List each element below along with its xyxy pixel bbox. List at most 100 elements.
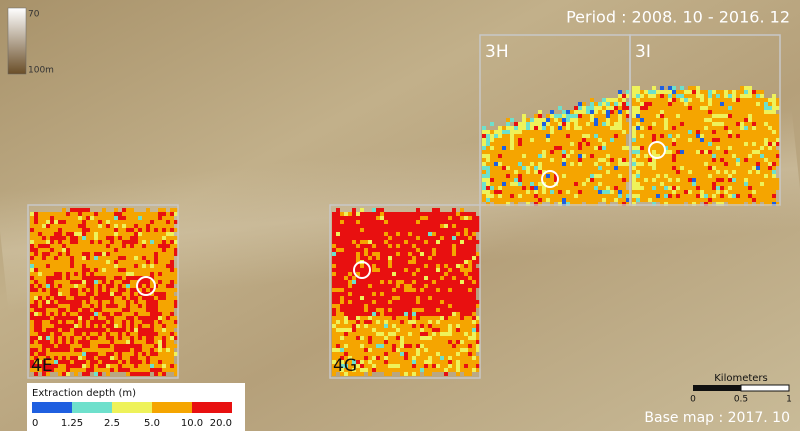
pixel bbox=[162, 288, 166, 292]
pixel bbox=[34, 252, 38, 256]
pixel bbox=[388, 364, 392, 368]
pixel bbox=[716, 174, 720, 178]
pixel bbox=[582, 162, 586, 166]
pixel bbox=[74, 352, 78, 356]
pixel bbox=[78, 236, 82, 240]
pixel bbox=[586, 134, 590, 138]
pixel bbox=[416, 280, 420, 284]
pixel bbox=[432, 228, 436, 232]
pixel bbox=[150, 336, 154, 340]
pixel bbox=[348, 308, 352, 312]
pixel bbox=[424, 360, 428, 364]
pixel bbox=[332, 292, 336, 296]
pixel bbox=[86, 272, 90, 276]
pixel bbox=[708, 182, 712, 186]
pixel bbox=[90, 312, 94, 316]
pixel bbox=[664, 106, 668, 110]
pixel bbox=[708, 138, 712, 142]
pixel bbox=[336, 332, 340, 336]
pixel bbox=[680, 198, 684, 202]
pixel bbox=[468, 268, 472, 272]
pixel bbox=[602, 126, 606, 130]
pixel bbox=[412, 348, 416, 352]
pixel bbox=[692, 134, 696, 138]
pixel bbox=[46, 300, 50, 304]
pixel bbox=[692, 150, 696, 154]
pixel bbox=[114, 260, 118, 264]
pixel bbox=[428, 264, 432, 268]
pixel bbox=[566, 162, 570, 166]
pixel bbox=[468, 232, 472, 236]
pixel bbox=[162, 232, 166, 236]
pixel bbox=[562, 198, 566, 202]
pixel bbox=[452, 340, 456, 344]
pixel bbox=[752, 130, 756, 134]
pixel bbox=[138, 228, 142, 232]
pixel bbox=[748, 102, 752, 106]
pixel bbox=[336, 252, 340, 256]
pixel bbox=[712, 194, 716, 198]
pixel bbox=[578, 186, 582, 190]
pixel bbox=[82, 220, 86, 224]
pixel bbox=[150, 344, 154, 348]
pixel bbox=[372, 268, 376, 272]
pixel bbox=[376, 304, 380, 308]
pixel bbox=[704, 146, 708, 150]
pixel bbox=[574, 178, 578, 182]
pixel bbox=[174, 288, 178, 292]
pixel bbox=[74, 332, 78, 336]
pixel bbox=[158, 228, 162, 232]
pixel bbox=[464, 228, 468, 232]
pixel bbox=[502, 194, 506, 198]
pixel bbox=[720, 102, 724, 106]
pixel bbox=[460, 256, 464, 260]
pixel bbox=[704, 90, 708, 94]
pixel bbox=[344, 216, 348, 220]
pixel bbox=[472, 328, 476, 332]
pixel bbox=[412, 236, 416, 240]
pixel bbox=[720, 122, 724, 126]
pixel bbox=[372, 212, 376, 216]
pixel bbox=[586, 166, 590, 170]
pixel bbox=[632, 134, 636, 138]
pixel bbox=[424, 324, 428, 328]
pixel bbox=[424, 352, 428, 356]
pixel bbox=[368, 240, 372, 244]
pixel bbox=[464, 332, 468, 336]
pixel bbox=[732, 146, 736, 150]
pixel bbox=[70, 220, 74, 224]
pixel bbox=[728, 154, 732, 158]
pixel bbox=[98, 216, 102, 220]
pixel bbox=[98, 212, 102, 216]
pixel bbox=[30, 300, 34, 304]
pixel bbox=[66, 324, 70, 328]
pixel bbox=[594, 142, 598, 146]
pixel bbox=[472, 280, 476, 284]
pixel bbox=[558, 106, 562, 110]
pixel bbox=[364, 336, 368, 340]
pixel bbox=[360, 208, 364, 212]
pixel bbox=[380, 220, 384, 224]
pixel bbox=[676, 98, 680, 102]
legend-tick-label: 0 bbox=[32, 418, 38, 429]
pixel bbox=[106, 360, 110, 364]
pixel bbox=[448, 316, 452, 320]
pixel bbox=[122, 316, 126, 320]
pixel bbox=[744, 94, 748, 98]
pixel bbox=[114, 256, 118, 260]
pixel bbox=[352, 240, 356, 244]
pixel bbox=[760, 126, 764, 130]
pixel bbox=[570, 174, 574, 178]
pixel bbox=[732, 138, 736, 142]
pixel bbox=[456, 236, 460, 240]
pixel bbox=[444, 240, 448, 244]
pixel bbox=[526, 154, 530, 158]
pixel bbox=[62, 344, 66, 348]
pixel bbox=[444, 284, 448, 288]
pixel bbox=[440, 260, 444, 264]
pixel bbox=[640, 102, 644, 106]
pixel bbox=[656, 94, 660, 98]
pixel bbox=[122, 280, 126, 284]
pixel bbox=[486, 170, 490, 174]
pixel bbox=[360, 332, 364, 336]
